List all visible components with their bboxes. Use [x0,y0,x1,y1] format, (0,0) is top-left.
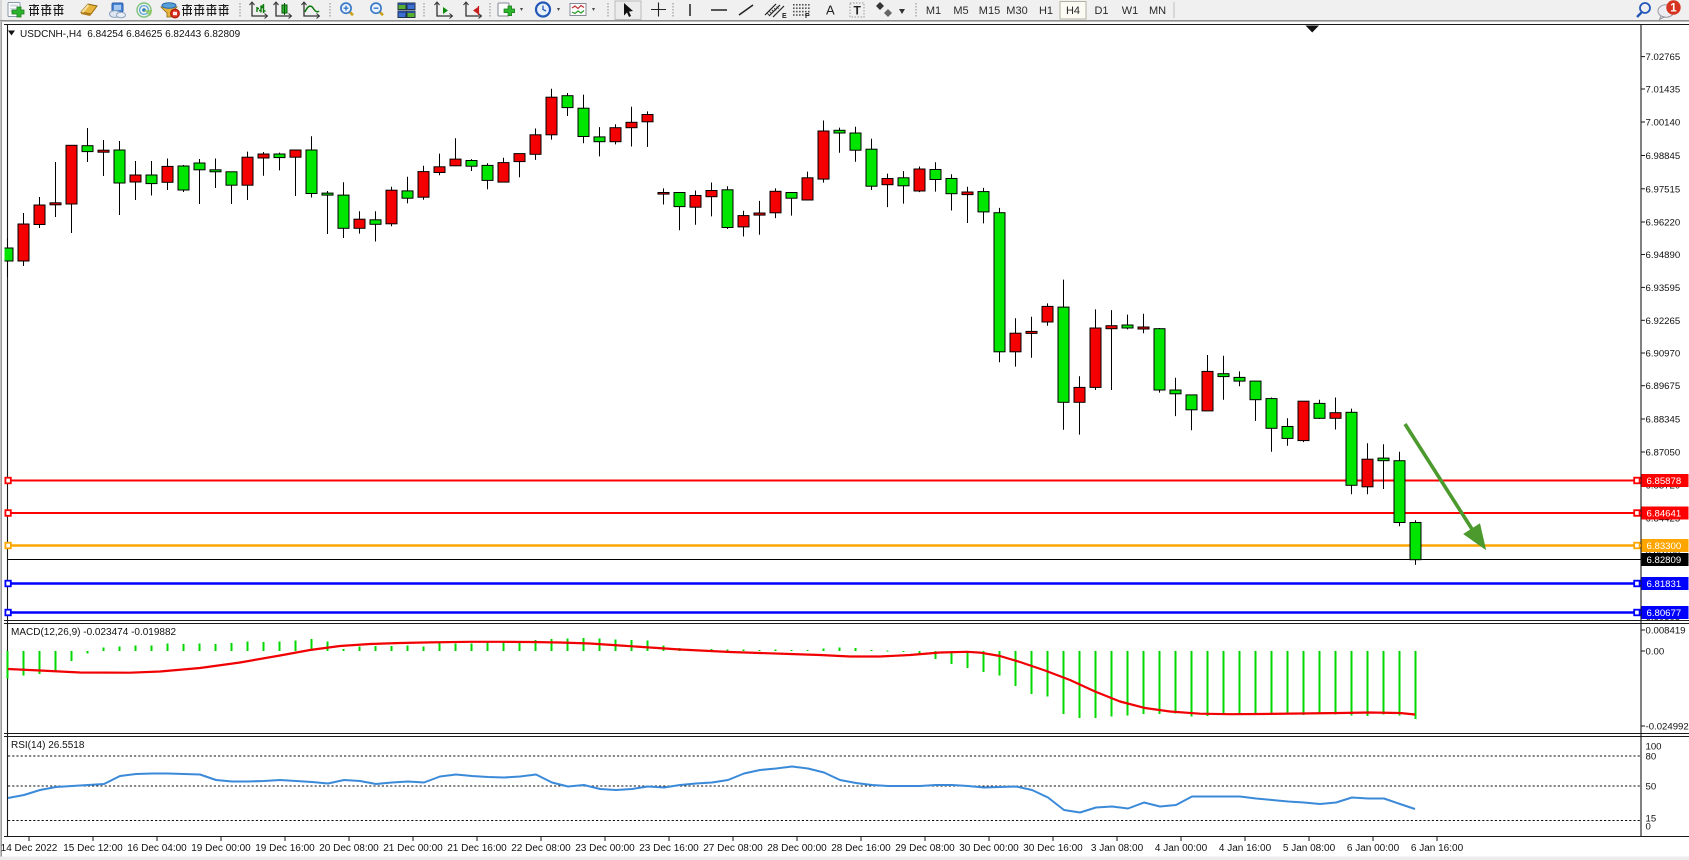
svg-text:H1: H1 [1039,5,1053,17]
svg-text:0: 0 [1646,822,1651,833]
svg-text:6.94890: 6.94890 [1646,250,1681,261]
svg-text:6.84641: 6.84641 [1647,509,1682,520]
svg-text:30 Dec 00:00: 30 Dec 00:00 [959,843,1019,854]
svg-text:6.81831: 6.81831 [1647,579,1682,590]
svg-text:-0.024992: -0.024992 [1646,722,1689,733]
svg-text:6.90970: 6.90970 [1646,349,1681,360]
svg-text:6.89675: 6.89675 [1646,381,1681,392]
svg-text:23 Dec 00:00: 23 Dec 00:00 [575,843,635,854]
svg-text:M30: M30 [1006,5,1027,17]
svg-text:6.85878: 6.85878 [1647,476,1682,487]
svg-text:6.98845: 6.98845 [1646,151,1681,162]
svg-text:6.83300: 6.83300 [1647,541,1682,552]
svg-text:6.88345: 6.88345 [1646,415,1681,426]
svg-text:20 Dec 08:00: 20 Dec 08:00 [319,843,379,854]
svg-text:M5: M5 [953,5,968,17]
svg-text:21 Dec 00:00: 21 Dec 00:00 [383,843,443,854]
svg-text:M1: M1 [926,5,941,17]
svg-text:A: A [826,3,835,18]
svg-text:D1: D1 [1094,5,1108,17]
svg-text:7.01435: 7.01435 [1646,85,1681,96]
svg-text:M15: M15 [979,5,1000,17]
svg-text:21 Dec 16:00: 21 Dec 16:00 [447,843,507,854]
svg-text:6.93595: 6.93595 [1646,283,1681,294]
svg-text:H4: H4 [1066,5,1080,17]
svg-text:27 Dec 08:00: 27 Dec 08:00 [703,843,763,854]
svg-text:14 Dec 2022: 14 Dec 2022 [1,843,58,854]
svg-text:6.97515: 6.97515 [1646,184,1681,195]
svg-text:23 Dec 16:00: 23 Dec 16:00 [639,843,699,854]
svg-text:1: 1 [1670,3,1677,15]
svg-text:6.82809: 6.82809 [1647,555,1682,566]
svg-text:7.00140: 7.00140 [1646,118,1681,129]
svg-text:19 Dec 00:00: 19 Dec 00:00 [191,843,251,854]
svg-text:4 Jan 00:00: 4 Jan 00:00 [1155,843,1208,854]
svg-text:22 Dec 08:00: 22 Dec 08:00 [511,843,571,854]
svg-text:6.96220: 6.96220 [1646,218,1681,229]
svg-text:6.80677: 6.80677 [1647,608,1682,619]
svg-text:6.92265: 6.92265 [1646,316,1681,327]
svg-text:29 Dec 08:00: 29 Dec 08:00 [895,843,955,854]
svg-text:MACD(12,26,9) -0.023474 -0.019: MACD(12,26,9) -0.023474 -0.019882 [11,627,177,638]
svg-text:15 Dec 12:00: 15 Dec 12:00 [63,843,123,854]
svg-text:T: T [854,4,862,18]
svg-text:W1: W1 [1122,5,1139,17]
svg-text:F: F [805,13,810,20]
svg-text:19 Dec 16:00: 19 Dec 16:00 [255,843,315,854]
svg-text:RSI(14) 26.5518: RSI(14) 26.5518 [11,740,85,751]
svg-text:7.02765: 7.02765 [1646,52,1681,63]
svg-text:28 Dec 00:00: 28 Dec 00:00 [767,843,827,854]
svg-text:3 Jan 08:00: 3 Jan 08:00 [1091,843,1144,854]
svg-text:6.87050: 6.87050 [1646,448,1681,459]
svg-text:MN: MN [1149,5,1166,17]
svg-text:E: E [782,13,787,20]
svg-text:0.008419: 0.008419 [1646,626,1686,637]
svg-text:5 Jan 08:00: 5 Jan 08:00 [1283,843,1336,854]
svg-text:15: 15 [1646,814,1657,825]
svg-text:16 Dec 04:00: 16 Dec 04:00 [127,843,187,854]
svg-text:6 Jan 16:00: 6 Jan 16:00 [1411,843,1464,854]
svg-text:100: 100 [1646,742,1662,753]
svg-text:28 Dec 16:00: 28 Dec 16:00 [831,843,891,854]
svg-text:30 Dec 16:00: 30 Dec 16:00 [1023,843,1083,854]
svg-text:50: 50 [1646,782,1657,793]
svg-text:0.00: 0.00 [1646,647,1665,658]
svg-text:4 Jan 16:00: 4 Jan 16:00 [1219,843,1272,854]
svg-text:6 Jan 00:00: 6 Jan 00:00 [1347,843,1400,854]
svg-text:USDCNH-,H4 6.84254 6.84625 6.: USDCNH-,H4 6.84254 6.84625 6.82443 6.828… [20,29,241,40]
svg-text:80: 80 [1646,752,1657,763]
